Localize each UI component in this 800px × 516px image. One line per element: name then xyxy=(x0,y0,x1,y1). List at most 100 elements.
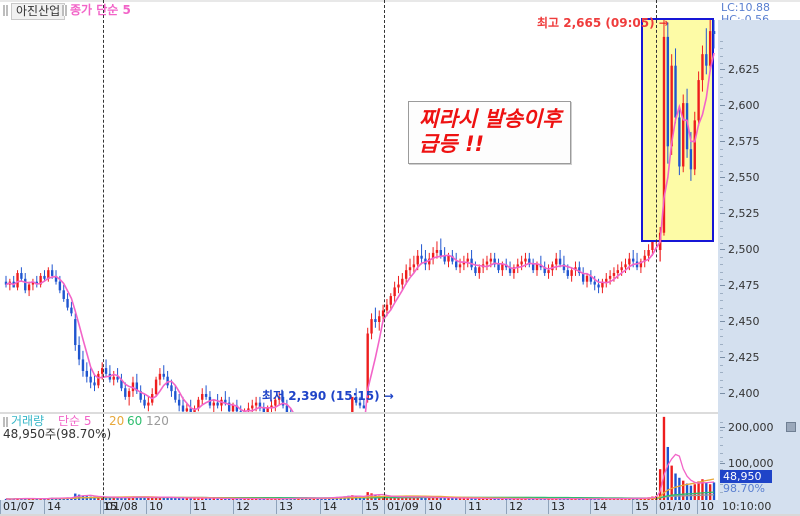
volume-panel-header: 거래량 단순 5 20 60 120 48,950주(98.70%) xyxy=(0,414,400,442)
price-axis[interactable]: 2,625 2,600 2,575 2,550 2,525 2,500 2,475 2,450… xyxy=(718,20,800,412)
panel-separator xyxy=(0,412,718,414)
volume-bar xyxy=(489,498,493,500)
time-tick-label[interactable]: 10 xyxy=(146,500,190,514)
candle xyxy=(589,270,593,285)
candle xyxy=(201,388,204,406)
time-axis[interactable]: 01/07 14 15 01/08 10 11 12 13 14 15 01/09 10 11 12 13 1… xyxy=(0,500,718,514)
price-tick-minor xyxy=(720,185,723,187)
volume-bar xyxy=(139,497,142,500)
surge-highlight-box[interactable] xyxy=(641,18,714,242)
candle xyxy=(81,350,85,377)
time-tick-label[interactable]: 14 xyxy=(320,500,362,514)
price-tick-minor xyxy=(720,41,723,43)
session-separator xyxy=(656,0,657,412)
time-tick-label[interactable]: 14 xyxy=(44,500,100,514)
candle xyxy=(97,370,100,389)
volume-bar xyxy=(251,498,254,500)
volume-title-label[interactable]: 거래량 xyxy=(11,414,45,428)
high-annotation: 최고 2,665 (09:05) → xyxy=(537,16,669,30)
volume-bar xyxy=(43,498,46,500)
volume-bar xyxy=(166,497,169,500)
volume-bar xyxy=(154,496,158,500)
candle xyxy=(31,278,35,291)
volume-bar xyxy=(443,497,446,500)
price-chart-plot[interactable] xyxy=(0,20,718,412)
volume-bar xyxy=(658,469,662,500)
candle xyxy=(428,252,431,271)
time-tick-label[interactable]: 10 xyxy=(425,500,465,514)
candle xyxy=(66,293,69,311)
volume-bar xyxy=(197,497,200,500)
volume-bar xyxy=(116,497,119,500)
price-tick-minor xyxy=(720,206,723,208)
session-separator xyxy=(656,414,657,500)
time-tick-label[interactable]: 10 xyxy=(697,500,718,514)
volume-chart-plot[interactable] xyxy=(0,414,718,500)
price-tick-minor xyxy=(720,386,723,388)
candle xyxy=(597,278,600,294)
volume-bar xyxy=(104,497,108,500)
volume-bar xyxy=(470,498,473,500)
candle xyxy=(208,391,212,409)
time-tick-label[interactable]: 01/07 xyxy=(0,500,44,514)
time-tick-label[interactable]: 14 xyxy=(590,500,632,514)
time-tick-label[interactable]: 13 xyxy=(276,500,320,514)
candle xyxy=(290,408,292,412)
volume-bar xyxy=(208,498,212,500)
time-tick-label[interactable]: 01/10 xyxy=(656,500,697,514)
candle xyxy=(512,264,516,279)
volume-ma120-label[interactable]: 120 xyxy=(146,414,169,428)
price-tick-minor xyxy=(720,91,723,93)
price-tick-label: 2,600 xyxy=(718,100,800,112)
symbol-name-label[interactable]: 아진산업 xyxy=(11,3,66,20)
volume-bar xyxy=(478,498,481,500)
volume-bar xyxy=(258,498,262,500)
candle xyxy=(151,388,154,406)
volume-ma60-label[interactable]: 60 xyxy=(127,414,143,428)
volume-bar xyxy=(212,498,215,500)
time-tick-label[interactable]: 12 xyxy=(506,500,548,514)
time-tick-label[interactable]: 01/08 xyxy=(103,500,146,514)
volume-tick-label: 200,000 xyxy=(718,422,800,434)
window-frame-bottom xyxy=(0,514,800,516)
volume-bar xyxy=(216,498,219,500)
volume-bar xyxy=(120,497,123,500)
candle xyxy=(485,255,489,271)
time-tick-label[interactable]: 01/09 xyxy=(384,500,425,514)
time-tick-label[interactable]: 13 xyxy=(548,500,590,514)
drag-grip-icon-2[interactable] xyxy=(62,5,67,16)
candle xyxy=(166,370,169,389)
volume-bar xyxy=(431,497,435,500)
volume-bar xyxy=(147,497,150,500)
time-tick-label[interactable]: 12 xyxy=(233,500,276,514)
candle xyxy=(185,402,189,412)
volume-ma5-label[interactable]: 단순 5 xyxy=(58,414,92,428)
volume-bar xyxy=(101,496,104,500)
title-bar: 아진산업 종가 단순 5 xyxy=(0,2,800,20)
time-tick-label[interactable]: 11 xyxy=(465,500,506,514)
current-time-label: 10:10:00 xyxy=(718,500,800,514)
drag-grip-icon[interactable] xyxy=(3,5,8,16)
price-tick-minor xyxy=(720,127,723,129)
price-tick-minor xyxy=(720,199,723,201)
time-tick-label[interactable]: 15 xyxy=(362,500,384,514)
candle xyxy=(585,273,589,288)
price-tick-minor xyxy=(720,271,723,273)
price-tick-label: 2,500 xyxy=(718,244,800,256)
candle xyxy=(258,396,262,412)
volume-bar xyxy=(220,498,223,500)
time-tick-label[interactable]: 11 xyxy=(190,500,233,514)
volume-ma20-label[interactable]: 20 xyxy=(109,414,125,428)
volume-bar xyxy=(174,497,177,500)
session-separator xyxy=(103,414,104,500)
volume-bar xyxy=(428,497,431,500)
drag-grip-icon-3[interactable] xyxy=(3,417,8,427)
time-tick-label[interactable]: 15 xyxy=(632,500,656,514)
candle xyxy=(493,252,496,268)
volume-bar xyxy=(408,496,412,500)
candle xyxy=(227,396,231,412)
axis-settings-icon[interactable] xyxy=(786,422,796,432)
volume-bar xyxy=(678,477,681,500)
volume-tick-minor xyxy=(720,437,723,439)
ma-legend-label[interactable]: 종가 단순 5 xyxy=(70,3,131,17)
